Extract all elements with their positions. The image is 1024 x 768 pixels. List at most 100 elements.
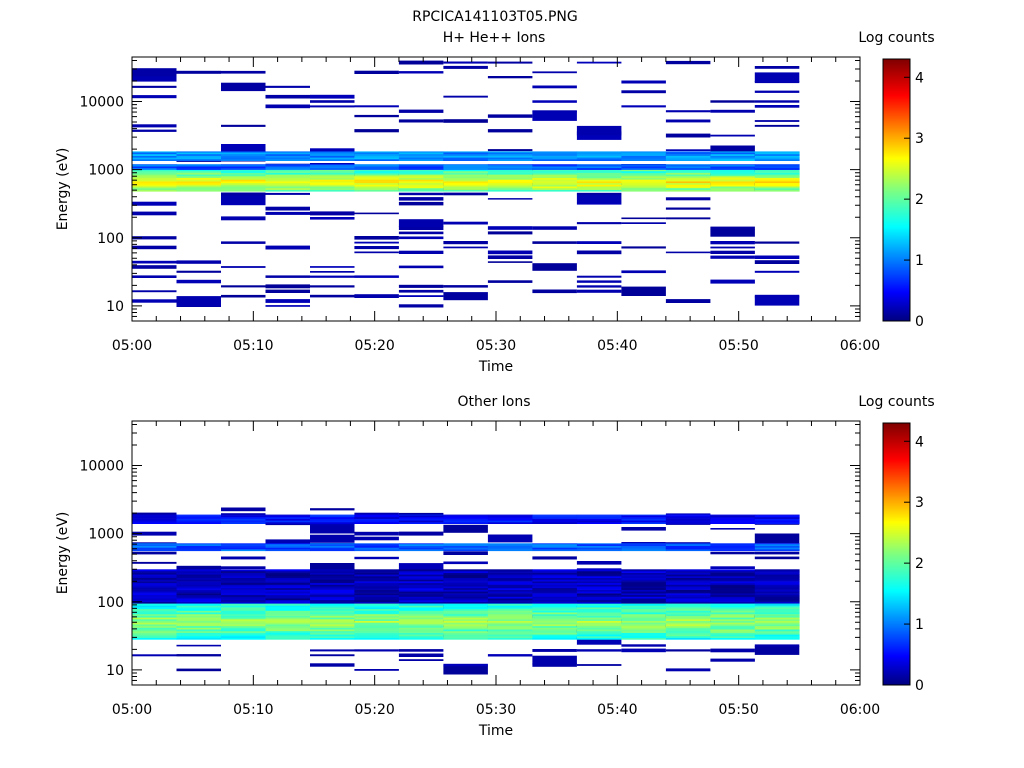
heatmap-cell — [354, 187, 400, 190]
heatmap-cell — [443, 603, 489, 606]
heatmap-cell — [354, 579, 400, 582]
heatmap-cell — [710, 279, 755, 284]
heatmap-cell — [621, 182, 667, 185]
heatmap-cell — [576, 570, 622, 573]
heatmap-cell — [532, 599, 578, 602]
heatmap-cell — [621, 637, 667, 640]
heatmap-cell — [221, 124, 266, 127]
heatmap-cell — [265, 577, 311, 580]
heatmap-cell — [265, 514, 311, 516]
heatmap-cell — [665, 596, 711, 599]
heatmap-cell — [576, 613, 622, 616]
heatmap-cell — [265, 601, 311, 604]
heatmap-cell — [487, 149, 533, 152]
heatmap-cell — [487, 615, 533, 618]
heatmap-cell — [487, 599, 533, 602]
heatmap-cell — [310, 514, 355, 516]
heatmap-cell — [354, 589, 400, 592]
heatmap-cell — [665, 637, 711, 640]
heatmap-cell — [265, 622, 311, 625]
heatmap-cell — [443, 157, 489, 160]
heatmap-cell — [443, 164, 489, 165]
heatmap-cell — [176, 549, 222, 552]
heatmap-cell — [398, 543, 444, 545]
heatmap-cell — [665, 619, 711, 621]
heatmap — [132, 507, 800, 675]
heatmap-cell — [176, 565, 221, 570]
heatmap-cell — [221, 520, 266, 523]
heatmap-cell — [576, 607, 622, 610]
heatmap-cell — [310, 545, 355, 548]
y-axis-label: Energy (eV) — [55, 148, 71, 231]
heatmap-cell — [754, 629, 800, 632]
heatmap-cell — [265, 275, 310, 278]
heatmap-cell — [487, 174, 533, 177]
heatmap-cell — [176, 608, 222, 611]
figure-title: RPCICA141103T05.PNG — [412, 9, 577, 25]
heatmap-cell — [398, 192, 444, 196]
heatmap-cell — [132, 164, 177, 165]
heatmap-cell — [132, 236, 177, 240]
heatmap-cell — [754, 241, 800, 244]
colorbar-tick-label: 2 — [915, 192, 924, 208]
heatmap-cell — [443, 522, 489, 524]
heatmap-cell — [754, 574, 800, 577]
heatmap-cell — [265, 151, 311, 153]
heatmap-cell — [221, 637, 266, 640]
heatmap-cell — [310, 508, 355, 511]
heatmap-cell — [354, 576, 400, 578]
heatmap-cell — [443, 551, 488, 555]
heatmap-cell — [710, 226, 755, 230]
heatmap-cell — [665, 577, 711, 580]
heatmap-cell — [665, 516, 711, 519]
heatmap-cell — [221, 181, 266, 184]
heatmap-cell — [176, 581, 222, 584]
heatmap-cell — [265, 157, 311, 160]
heatmap-cell — [754, 90, 800, 93]
heatmap-cell — [310, 271, 355, 273]
heatmap-cell — [398, 549, 444, 552]
heatmap-cell — [265, 189, 311, 192]
heatmap-cell — [132, 603, 177, 606]
heatmap-cell — [487, 617, 533, 620]
heatmap-cell — [398, 637, 444, 640]
heatmap-cell — [665, 634, 711, 637]
heatmap-cell — [398, 516, 444, 519]
heatmap-cell — [443, 637, 489, 640]
heatmap-cell — [665, 629, 711, 632]
heatmap-cell — [132, 155, 177, 158]
heatmap-cell — [221, 599, 266, 602]
heatmap-cell — [621, 613, 667, 616]
heatmap-cell — [710, 181, 756, 184]
heatmap-cell — [487, 182, 533, 185]
x-tick-label: 05:30 — [476, 338, 516, 354]
heatmap-cell — [354, 515, 400, 518]
heatmap-cell — [443, 187, 489, 190]
heatmap-cell — [487, 61, 533, 64]
heatmap-cell — [710, 605, 756, 608]
heatmap-cell — [221, 593, 266, 596]
heatmap-cell — [354, 591, 400, 594]
heatmap-cell — [621, 619, 667, 621]
heatmap-cell — [354, 164, 400, 167]
heatmap-cell — [487, 522, 533, 524]
heatmap-cell — [221, 586, 266, 589]
heatmap-cell — [487, 153, 533, 156]
heatmap-cell — [754, 179, 800, 182]
heatmap-cell — [710, 109, 755, 113]
heatmap-cell — [354, 622, 400, 625]
heatmap-cell — [265, 172, 311, 175]
x-axis-label: Time — [478, 723, 513, 739]
heatmap-cell — [310, 607, 355, 610]
x-tick-label: 05:10 — [233, 338, 273, 354]
heatmap-cell — [221, 169, 266, 172]
heatmap-cell — [398, 172, 444, 175]
heatmap-cell — [710, 603, 756, 604]
heatmap-cell — [354, 114, 399, 118]
heatmap-cell — [532, 581, 578, 584]
heatmap-cell — [265, 181, 311, 184]
heatmap-cell — [132, 290, 177, 293]
heatmap-cell — [754, 514, 800, 516]
heatmap-cell — [487, 231, 533, 235]
heatmap-cell — [176, 545, 222, 548]
